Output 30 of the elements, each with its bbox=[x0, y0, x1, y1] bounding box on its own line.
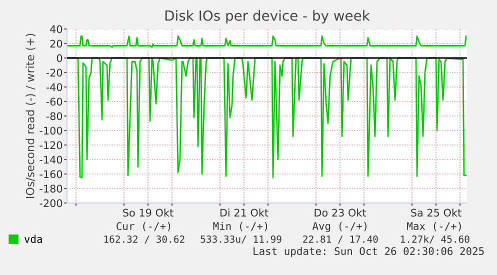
y-tick-label: -120 bbox=[40, 141, 62, 150]
x-tick-label: So 19 Okt bbox=[123, 208, 174, 217]
y-tick-label: 20 bbox=[50, 40, 62, 48]
text: 1.27k/ 45.60 bbox=[400, 235, 470, 244]
chart-title: Disk IOs per device - by week bbox=[165, 10, 370, 24]
y-tick-label: -80 bbox=[46, 112, 62, 120]
line-series bbox=[67, 36, 467, 48]
x-tick-label: Sa 25 Okt bbox=[411, 208, 462, 217]
text: Min (-/+) bbox=[213, 222, 268, 232]
y-tick-label: 0 bbox=[56, 54, 62, 62]
text: 162.32 / 30.62 bbox=[104, 235, 184, 244]
y-tick-label: -20 bbox=[46, 68, 62, 77]
y-tick-label: -100 bbox=[40, 126, 62, 135]
y-tick-label: -40 bbox=[46, 83, 62, 92]
text: Last update: Sun Oct 26 02:30:06 2025 bbox=[254, 246, 484, 258]
y-axis-title: IOs/second read (-) / write (+) bbox=[26, 34, 36, 198]
text: Max (-/+) bbox=[407, 222, 461, 232]
y-tick-label: -140 bbox=[40, 156, 62, 164]
y-tick-label: -160 bbox=[40, 170, 62, 178]
y-tick-label: 40 bbox=[50, 25, 62, 34]
text: 533.33u/ 11.99 bbox=[200, 235, 282, 244]
x-tick-label: Do 23 Okt bbox=[314, 208, 366, 217]
y-tick-label: -60 bbox=[46, 98, 62, 106]
x-tick-label: Di 21 Okt bbox=[220, 208, 268, 217]
text: Cur (-/+) bbox=[116, 222, 170, 232]
y-tick-label: -180 bbox=[40, 184, 62, 193]
y-tick-label: -200 bbox=[40, 199, 62, 208]
text: Avg (-/+) bbox=[312, 222, 366, 232]
text: 22.81 / 17.40 bbox=[303, 235, 378, 244]
legend-label: vda bbox=[24, 234, 42, 243]
